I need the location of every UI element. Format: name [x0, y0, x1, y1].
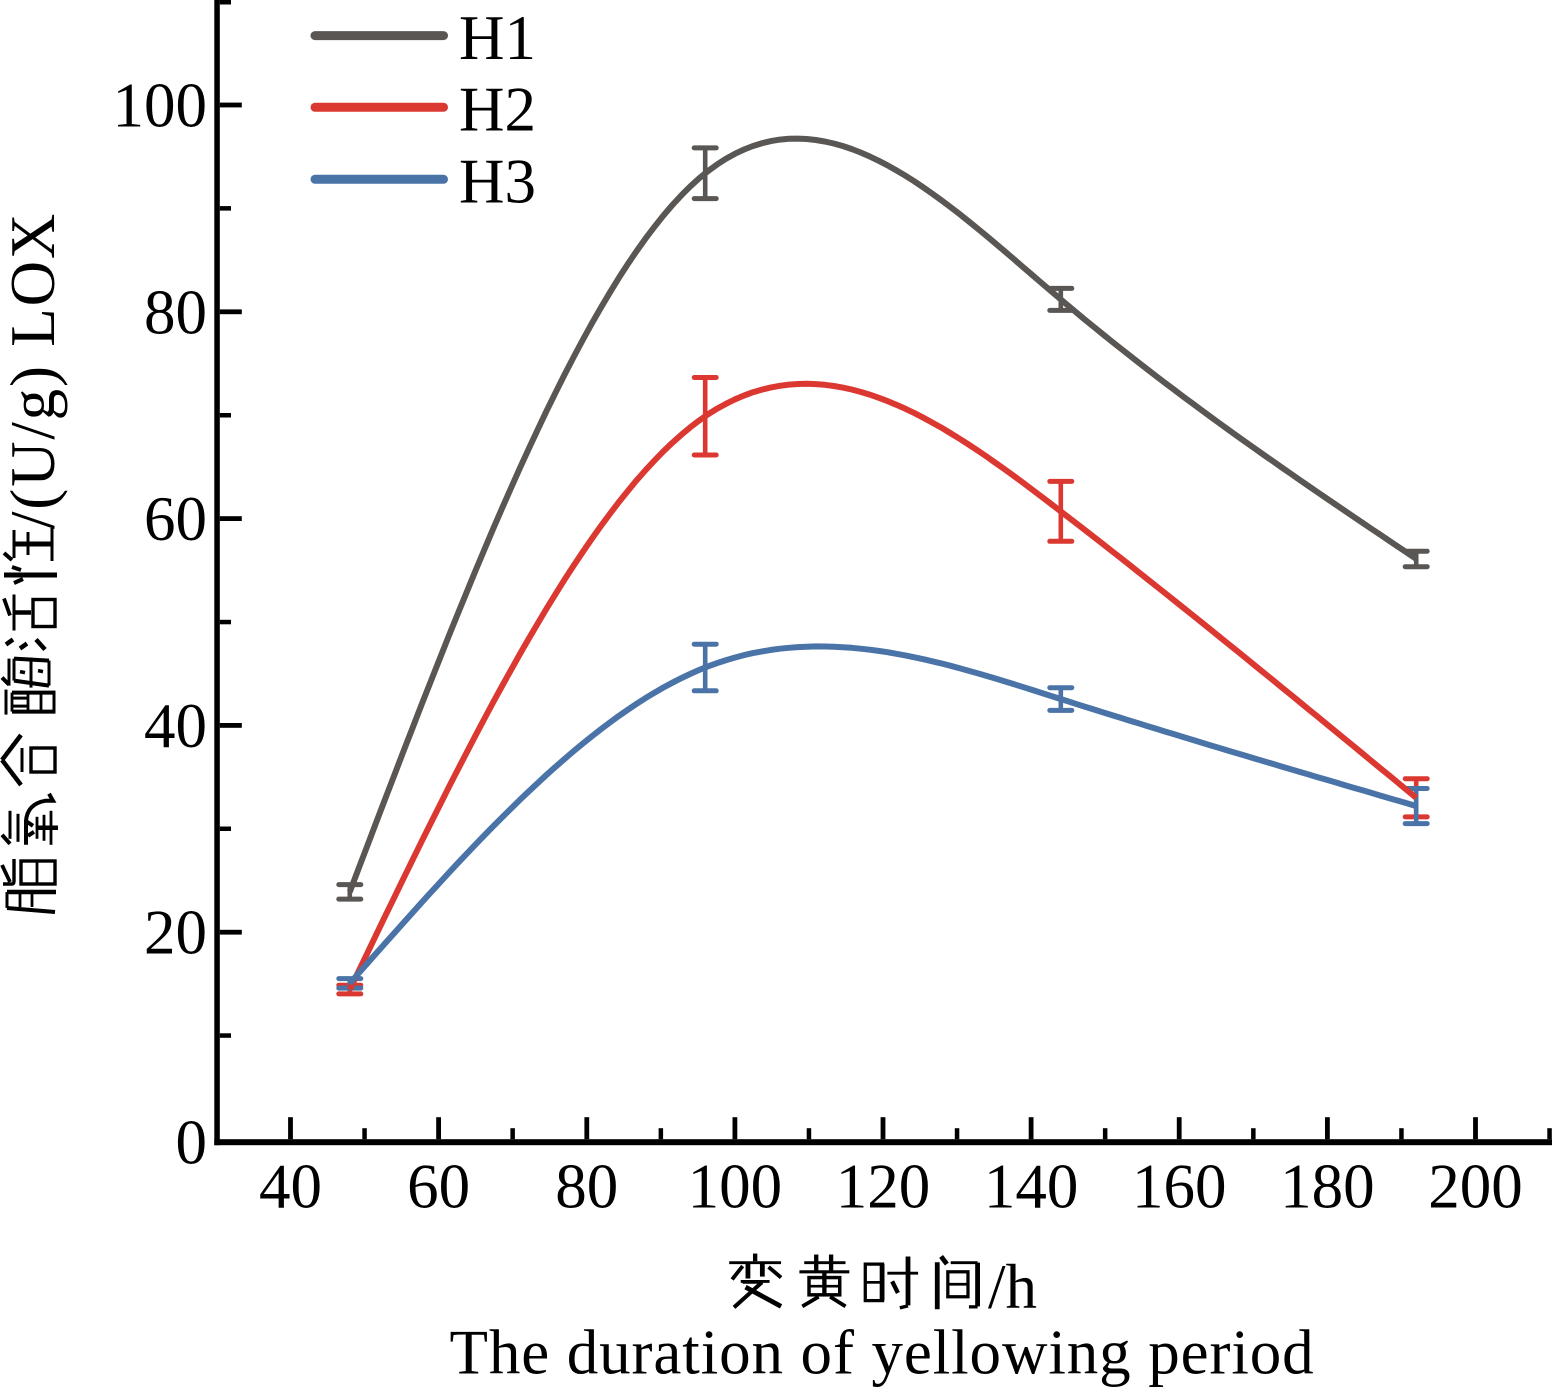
- svg-text:40: 40: [144, 691, 207, 761]
- svg-text:40: 40: [259, 1152, 322, 1222]
- svg-text:20: 20: [144, 898, 207, 968]
- svg-text:160: 160: [1132, 1152, 1227, 1222]
- svg-text:140: 140: [984, 1152, 1079, 1222]
- svg-text:/(U/g) LOX: /(U/g) LOX: [0, 212, 68, 529]
- svg-text:60: 60: [407, 1152, 470, 1222]
- svg-text:H1: H1: [459, 3, 536, 73]
- svg-text:200: 200: [1428, 1152, 1523, 1222]
- svg-text:100: 100: [688, 1152, 783, 1222]
- svg-text:0: 0: [176, 1108, 208, 1178]
- svg-text:180: 180: [1280, 1152, 1375, 1222]
- svg-text:H2: H2: [459, 75, 536, 145]
- svg-text:120: 120: [836, 1152, 931, 1222]
- svg-text:/h: /h: [988, 1252, 1037, 1322]
- svg-text:80: 80: [144, 277, 207, 347]
- svg-text:100: 100: [113, 71, 208, 141]
- svg-text:80: 80: [555, 1152, 618, 1222]
- svg-text:The duration of yellowing peri: The duration of yellowing period: [449, 1318, 1314, 1388]
- svg-text:H3: H3: [459, 147, 536, 217]
- svg-text:60: 60: [144, 484, 207, 554]
